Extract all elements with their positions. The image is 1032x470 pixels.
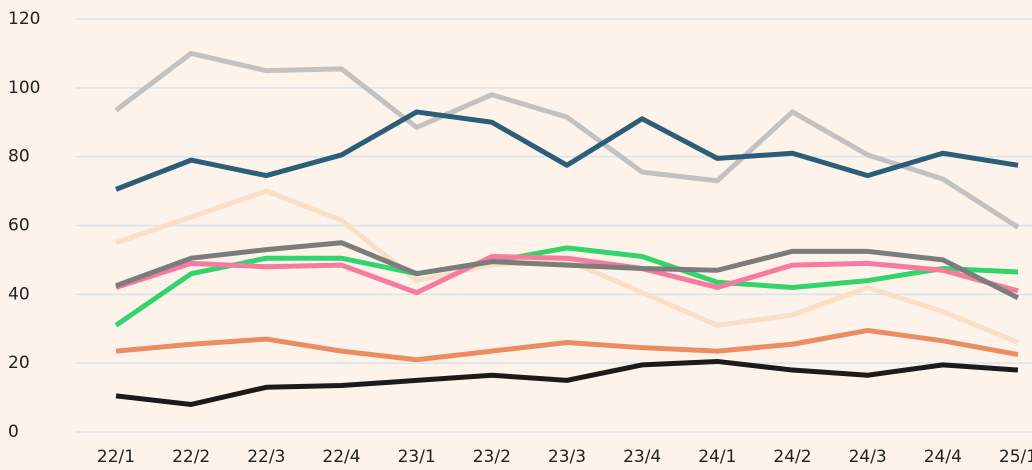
y-tick-label: 40 [8,284,30,304]
y-tick-label: 20 [8,353,30,373]
y-tick-label: 120 [8,9,40,29]
x-tick-label: 23/1 [398,447,436,467]
x-tick-label: 23/2 [473,447,511,467]
x-tick-label: 23/3 [548,447,586,467]
x-tick-label: 22/4 [322,447,360,467]
x-tick-label: 25/1 [999,447,1032,467]
y-tick-label: 80 [8,147,30,167]
series-line [115,253,1019,296]
x-tick-label: 24/2 [773,447,811,467]
y-tick-label: 60 [8,216,30,236]
series-line [115,327,1019,363]
y-tick-label: 0 [8,422,19,442]
series-line [115,240,1020,301]
x-tick-label: 22/2 [172,447,210,467]
series-line [114,50,1020,230]
x-tick-label: 23/4 [623,447,661,467]
x-tick-label: 24/4 [924,447,962,467]
x-tick-label: 22/1 [97,447,135,467]
x-tick-label: 24/3 [849,447,887,467]
x-tick-label: 24/1 [698,447,736,467]
y-tick-label: 100 [8,78,40,98]
series-line [115,358,1019,407]
series-line [115,109,1019,192]
series-line [114,245,1019,328]
x-tick-label: 22/3 [247,447,285,467]
